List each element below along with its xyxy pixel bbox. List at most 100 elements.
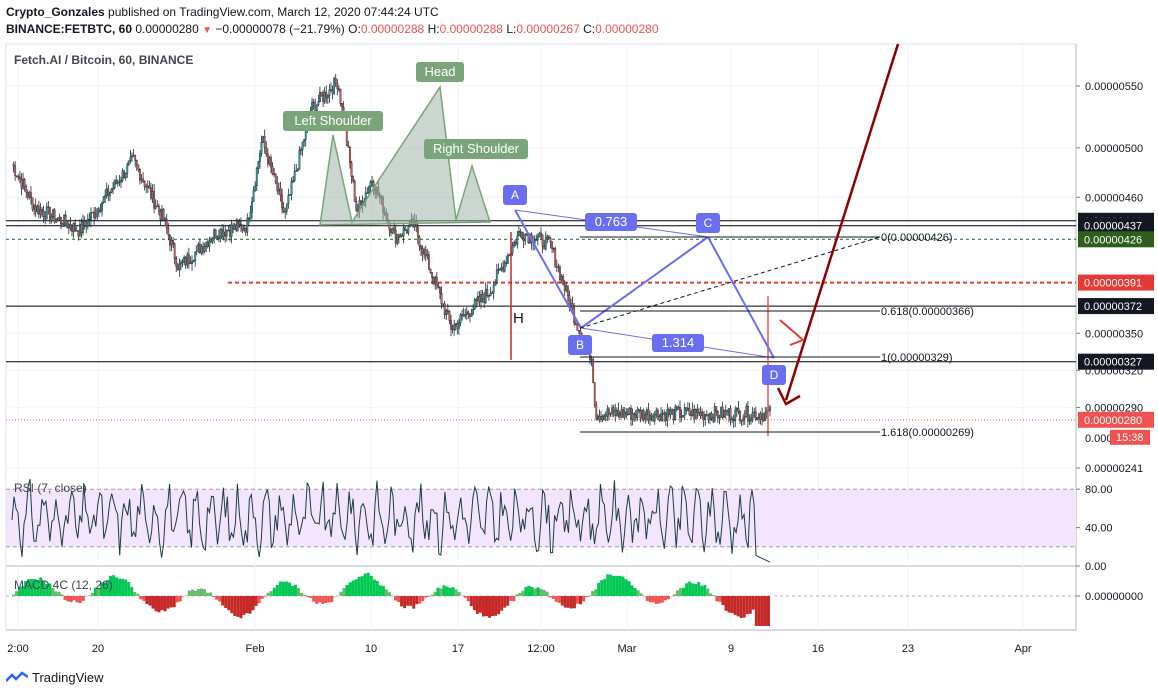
macd-bar [209, 592, 213, 596]
macd-bar [42, 581, 46, 596]
macd-bar [527, 585, 531, 596]
right-shoulder-label-box [424, 139, 528, 159]
candle-body [91, 211, 94, 214]
candle-body [458, 322, 460, 329]
candle-body [709, 413, 711, 420]
macd-bar [539, 588, 543, 596]
target-arrow-head [776, 387, 801, 406]
macd-bar [712, 595, 716, 596]
macd-bar [312, 596, 316, 602]
candle-body [707, 415, 710, 420]
candle-body [578, 330, 580, 332]
rsi-tick-label: 40.00 [1085, 523, 1113, 535]
candle-body [506, 255, 509, 264]
candle-body [93, 211, 96, 218]
candle-body [148, 185, 151, 189]
candle-body [156, 205, 159, 207]
macd-bar [96, 588, 100, 596]
macd-bar [239, 596, 243, 619]
point-box [696, 213, 720, 233]
candle-body [244, 228, 247, 233]
macd-bar [172, 596, 176, 608]
candle-body [255, 168, 258, 187]
candle-body [151, 190, 154, 199]
macd-bar [139, 596, 143, 600]
candle-body [208, 240, 211, 247]
candle-body [437, 285, 440, 288]
ratio-ac-label: 0.763 [595, 214, 628, 229]
chart-title: Fetch.AI / Bitcoin, 60, BINANCE [14, 53, 194, 67]
macd-pane [6, 572, 1076, 626]
price-label-box [1078, 298, 1154, 315]
candle-body [66, 223, 69, 229]
macd-bar [582, 596, 586, 602]
macd-bar [175, 596, 179, 603]
candle-body [325, 91, 328, 99]
candle-body [519, 231, 522, 233]
candle-body [644, 414, 647, 420]
candle-body [407, 225, 410, 234]
candle-body [252, 190, 255, 202]
rsi-pane [6, 478, 1076, 563]
macd-bar [466, 596, 470, 602]
candle-body [467, 311, 470, 314]
rsi-tick-label: 80.00 [1085, 484, 1113, 496]
macd-bar [575, 596, 579, 604]
pattern-drawings: Head Left Shoulder Right Shoulder A B C D 0.763… [283, 43, 974, 439]
tradingview-brand[interactable]: TradingView [5, 670, 104, 685]
candle-body [668, 409, 670, 415]
candle-body [199, 243, 201, 254]
symbol-info: BINANCE:FETBTC, 60 0.00000280 ▼ −0.00000… [6, 22, 659, 36]
macd-bar [418, 596, 422, 604]
macd-bar [54, 591, 58, 596]
macd-bar [278, 581, 282, 596]
candle-body [281, 194, 283, 208]
candle-body [546, 235, 549, 238]
candle-body [113, 179, 116, 189]
macd-bar [439, 588, 443, 596]
macd-bar [48, 583, 52, 596]
candle-body [685, 407, 688, 411]
candle-body [442, 303, 445, 305]
candle-body [102, 196, 105, 204]
x-tick-label: 17 [452, 643, 464, 655]
publisher-name[interactable]: Crypto_Gonzales [6, 5, 105, 19]
candle-body [758, 413, 760, 418]
candle-body [394, 229, 397, 244]
head-label: Head [424, 64, 455, 79]
candle-body [135, 160, 138, 166]
macd-label: MACD 4C (12, 26) [14, 578, 113, 592]
candle-body [658, 416, 661, 421]
candle-body [251, 201, 253, 213]
macd-bar [306, 596, 310, 598]
candle-body [42, 210, 45, 217]
macd-bar [554, 596, 558, 602]
macd-bar [160, 596, 164, 611]
macd-bar [545, 591, 549, 596]
candle-body [349, 146, 351, 163]
candle-body [279, 188, 282, 196]
macd-bar [509, 596, 513, 601]
candle-body [331, 90, 334, 94]
macd-bar [394, 596, 398, 601]
price-change: −0.00000078 (−21.79%) [215, 22, 345, 36]
head-shoulders-shape [319, 84, 492, 226]
macd-bar [81, 596, 85, 601]
candle-body [475, 299, 478, 301]
candle-body [263, 136, 266, 148]
macd-bar [130, 587, 134, 596]
macd-bar [427, 596, 431, 597]
macd-bar [709, 593, 713, 596]
macd-bar [287, 582, 291, 596]
candle-body [47, 206, 50, 208]
candle-body [739, 411, 741, 422]
candle-body [454, 323, 457, 326]
candle-body [63, 214, 66, 227]
candle-body [339, 89, 342, 104]
measured-move-label: H [513, 310, 524, 327]
candle-body [480, 293, 482, 303]
candle-body [236, 220, 239, 231]
macd-bar [18, 586, 22, 596]
macd-bar [727, 596, 731, 613]
macd-bar [500, 596, 504, 611]
